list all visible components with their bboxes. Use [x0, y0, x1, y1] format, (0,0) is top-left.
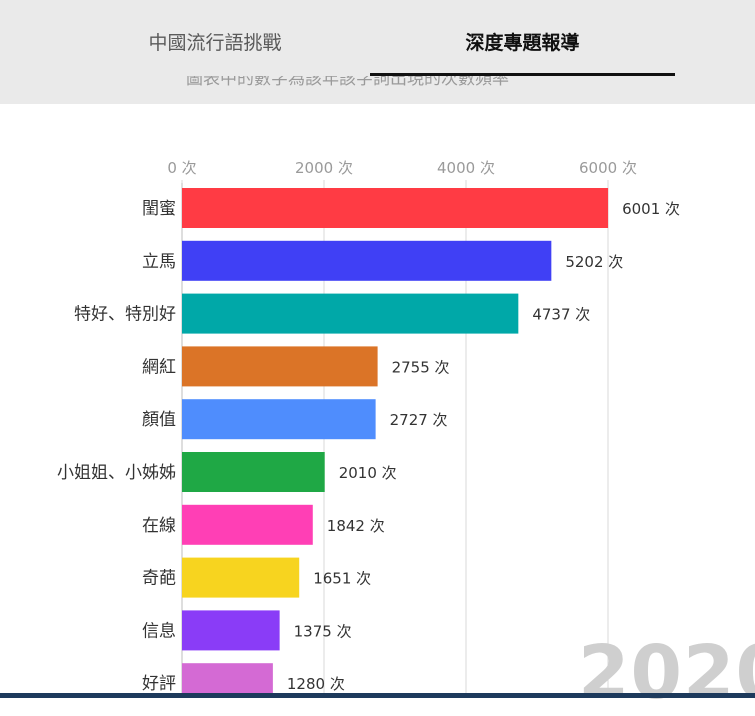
active-tab-indicator [370, 73, 675, 76]
x-tick-label: 6000 次 [579, 159, 637, 177]
x-tick-label: 2000 次 [295, 159, 353, 177]
data-label: 1375 次 [294, 622, 352, 640]
tab-china-slang-challenge[interactable]: 中國流行語挑戰 [148, 32, 282, 54]
data-label: 6001 次 [622, 200, 680, 218]
data-label: 2010 次 [339, 464, 397, 482]
bar [182, 557, 300, 598]
data-label: 5202 次 [565, 253, 623, 271]
category-label: 在線 [142, 516, 176, 536]
x-tick-label: 4000 次 [437, 159, 495, 177]
category-label: 顏值 [142, 410, 176, 430]
bar [182, 610, 280, 651]
bar [182, 346, 378, 387]
bar [182, 504, 313, 545]
data-label: 1280 次 [287, 675, 345, 693]
x-tick-label: 0 次 [167, 159, 196, 177]
category-label: 好評 [142, 674, 176, 694]
year-label: 2020 [578, 630, 755, 716]
data-label: 4737 次 [532, 306, 590, 324]
tab-bar: 中國流行語挑戰 深度專題報導 [0, 0, 755, 76]
bar [182, 293, 519, 334]
bar [182, 188, 609, 228]
data-label: 1651 次 [313, 570, 371, 588]
bar [182, 399, 376, 440]
tab-in-depth-report[interactable]: 深度專題報導 [465, 32, 580, 54]
category-label: 信息 [142, 621, 176, 641]
bar-chart: 0 次 2000 次 4000 次 6000 次閨蜜 6001 次立馬 5202 次特好、… [57, 159, 680, 698]
category-label: 小姐姐、小姊姊 [57, 463, 176, 483]
bar [182, 663, 273, 698]
category-label: 網紅 [142, 357, 176, 377]
bar [182, 452, 325, 492]
category-label: 特好、特別好 [74, 305, 176, 325]
category-label: 奇葩 [142, 569, 176, 589]
category-label: 閨蜜 [142, 199, 176, 219]
data-label: 2755 次 [392, 358, 450, 376]
category-label: 立馬 [142, 252, 176, 272]
bar [182, 240, 552, 281]
data-label: 2727 次 [390, 411, 448, 429]
bottom-bar [0, 693, 755, 698]
data-label: 1842 次 [327, 517, 385, 535]
